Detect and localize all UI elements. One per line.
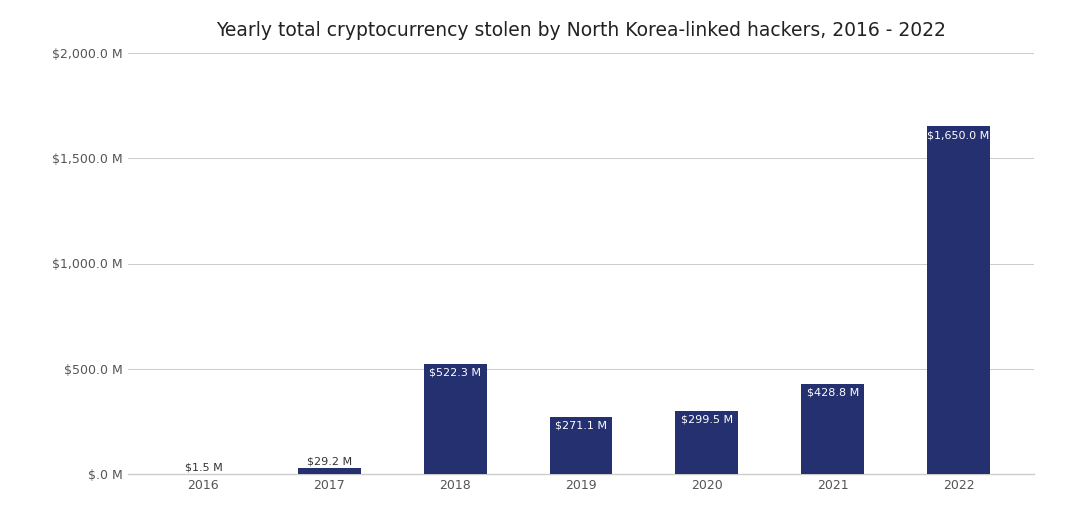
Text: $428.8 M: $428.8 M	[807, 388, 859, 398]
Text: $299.5 M: $299.5 M	[681, 415, 733, 425]
Bar	[423, 364, 486, 474]
Text: $271.1 M: $271.1 M	[555, 421, 607, 431]
Bar	[927, 126, 990, 474]
Text: $522.3 M: $522.3 M	[430, 368, 481, 378]
Text: $29.2 M: $29.2 M	[307, 456, 352, 466]
Text: $1.5 M: $1.5 M	[184, 462, 223, 472]
Bar	[297, 468, 360, 474]
Bar	[676, 411, 739, 474]
Text: $1,650.0 M: $1,650.0 M	[927, 130, 989, 140]
Bar	[549, 417, 613, 474]
Bar	[802, 384, 865, 474]
Title: Yearly total cryptocurrency stolen by North Korea-linked hackers, 2016 - 2022: Yearly total cryptocurrency stolen by No…	[216, 21, 946, 40]
